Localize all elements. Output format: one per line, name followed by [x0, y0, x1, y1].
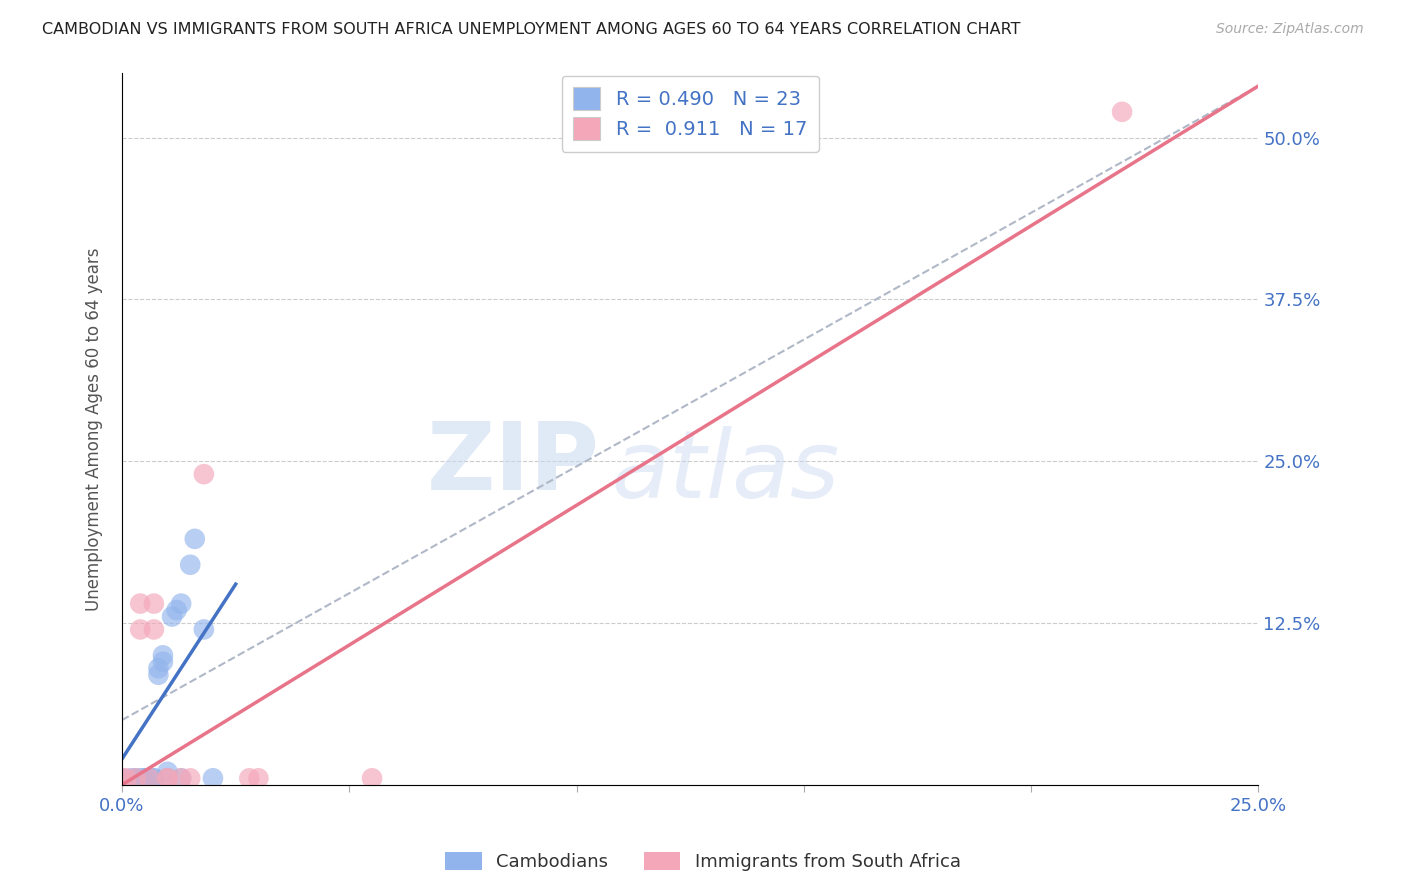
- Point: [179, 772, 201, 786]
- Y-axis label: Unemployment Among Ages 60 to 64 years: Unemployment Among Ages 60 to 64 years: [86, 247, 103, 611]
- Point: [156, 764, 179, 779]
- Point: [156, 772, 179, 786]
- Legend: Cambodians, Immigrants from South Africa: Cambodians, Immigrants from South Africa: [439, 845, 967, 879]
- Point: [134, 772, 156, 786]
- Point: [138, 772, 160, 786]
- Point: [179, 558, 201, 572]
- Point: [238, 772, 260, 786]
- Point: [201, 772, 224, 786]
- Point: [361, 772, 384, 786]
- Point: [125, 772, 148, 786]
- Point: [120, 772, 142, 786]
- Point: [170, 772, 193, 786]
- Point: [142, 597, 165, 611]
- Point: [148, 661, 170, 675]
- Point: [156, 772, 179, 786]
- Text: atlas: atlas: [610, 426, 839, 517]
- Point: [125, 772, 148, 786]
- Point: [129, 623, 152, 637]
- Point: [142, 623, 165, 637]
- Point: [1111, 104, 1133, 119]
- Point: [184, 532, 207, 546]
- Point: [148, 667, 170, 681]
- Point: [152, 655, 174, 669]
- Point: [138, 772, 160, 786]
- Point: [111, 772, 134, 786]
- Point: [156, 772, 179, 786]
- Point: [129, 772, 152, 786]
- Point: [129, 597, 152, 611]
- Text: Source: ZipAtlas.com: Source: ZipAtlas.com: [1216, 22, 1364, 37]
- Point: [111, 772, 134, 786]
- Point: [193, 623, 215, 637]
- Point: [193, 467, 215, 482]
- Legend: R = 0.490   N = 23, R =  0.911   N = 17: R = 0.490 N = 23, R = 0.911 N = 17: [561, 76, 820, 152]
- Text: CAMBODIAN VS IMMIGRANTS FROM SOUTH AFRICA UNEMPLOYMENT AMONG AGES 60 TO 64 YEARS: CAMBODIAN VS IMMIGRANTS FROM SOUTH AFRIC…: [42, 22, 1021, 37]
- Point: [166, 603, 188, 617]
- Point: [142, 772, 165, 786]
- Point: [160, 609, 183, 624]
- Point: [115, 772, 138, 786]
- Point: [170, 597, 193, 611]
- Point: [170, 772, 193, 786]
- Point: [134, 772, 156, 786]
- Point: [247, 772, 270, 786]
- Point: [142, 772, 165, 786]
- Text: ZIP: ZIP: [426, 418, 599, 510]
- Point: [152, 648, 174, 663]
